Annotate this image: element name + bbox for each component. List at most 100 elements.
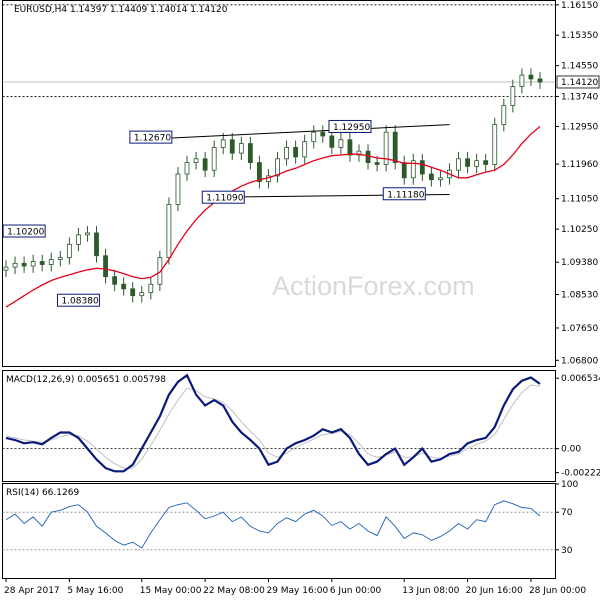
price-ytick-label-6: 1.11050: [561, 195, 598, 205]
macd-ytick-label-0: 0.006534: [561, 374, 600, 384]
price-annotation-label-5: 1.11180: [387, 190, 424, 200]
macd-ytick-label-2: -0.002226: [561, 469, 600, 479]
candle-10: [94, 232, 99, 257]
candle-23: [211, 146, 217, 171]
axis-layer: 1.16150 1.15350 1.14550 1.13740 1.12950 1.119…: [4, 1, 600, 596]
candle-39: [356, 150, 362, 156]
macd-main-line: [5, 373, 541, 473]
candle-7: [66, 243, 72, 259]
price-ytick-label-3: 1.13740: [561, 92, 598, 102]
xtick-label-4: 29 May 16:00: [266, 586, 328, 596]
candle-34: [311, 131, 317, 143]
candle-40: [365, 150, 371, 163]
watermark: ActionForex.com: [272, 271, 475, 301]
xtick-label-8: 28 Jun 00:00: [529, 586, 586, 596]
candle-52: [474, 160, 480, 167]
xtick-label-5: 6 Jun 00:00: [330, 586, 382, 596]
candle-59: [537, 78, 543, 83]
candle-55: [501, 105, 507, 125]
rsi-panel-title: RSI(14) 66.1269: [6, 488, 79, 498]
rsi-ytick-label-0: 100: [561, 480, 578, 490]
price-annotation-box-2: [129, 130, 173, 144]
price-ytick-label-8: 1.09380: [561, 258, 598, 268]
candle-25: [229, 139, 235, 154]
price-annotation-label-1: 1.08380: [61, 297, 98, 307]
candle-33: [302, 141, 308, 158]
candle-54: [492, 124, 498, 165]
candle-50: [456, 158, 461, 171]
candle-9: [85, 232, 90, 236]
price-ytick-label-4: 1.12950: [561, 122, 598, 132]
candle-26: [238, 143, 244, 154]
rsi-panel-frame: [2, 483, 556, 579]
price-panel-frame: [2, 0, 556, 367]
candle-21: [193, 158, 199, 163]
xtick-label-3: 22 May 08:00: [203, 586, 265, 596]
candle-8: [76, 234, 81, 245]
price-ytick-label-10: 1.07650: [561, 324, 598, 334]
price-annotation-box-1: [56, 293, 100, 307]
price-annotation-box-3: [201, 190, 245, 204]
candle-13: [121, 283, 127, 290]
candle-44: [401, 162, 407, 179]
macd-ytick-label-1: 0.00: [561, 445, 581, 455]
macd-signal-line: [5, 384, 541, 469]
xtick-label-0: 28 Apr 2017: [4, 586, 60, 596]
rsi-line: [5, 500, 541, 549]
candle-16: [148, 283, 154, 294]
candle-32: [293, 146, 299, 158]
moving-average-line: [5, 126, 541, 308]
macd-panel-title: MACD(12,26,9) 0.005651 0.005798: [6, 375, 166, 385]
xtick-label-1: 5 May 16:00: [67, 586, 123, 596]
trendline-0: [150, 124, 450, 140]
candle-56: [510, 86, 516, 106]
xtick-label-6: 13 Jun 08:00: [402, 586, 459, 596]
price-annotation-label-2: 1.12670: [134, 134, 171, 144]
candle-35: [320, 131, 326, 137]
candle-28: [257, 162, 262, 182]
price-ytick-label-7: 1.10250: [561, 225, 598, 235]
candle-36: [329, 135, 335, 148]
rsi-ytick-label-2: 30: [561, 546, 573, 556]
candle-22: [202, 158, 208, 171]
current-price-box: [556, 75, 600, 89]
price-annotation-label-0: 1.10200: [7, 228, 44, 238]
rsi-ytick-label-1: 70: [561, 508, 573, 518]
macd-layer: [2, 373, 556, 473]
candle-20: [184, 162, 190, 175]
candle-14: [130, 288, 136, 297]
price-layer: 1.10200 1.08380 1.12670 1.11090 1.12950 1.111…: [2, 4, 556, 308]
candle-30: [275, 158, 280, 177]
candle-2: [21, 262, 27, 267]
candle-17: [157, 257, 163, 285]
price-ytick-label-5: 1.11960: [561, 160, 598, 170]
candle-15: [139, 292, 145, 297]
price-ytick-label-0: 1.16150: [561, 1, 598, 11]
candle-42: [383, 131, 389, 165]
price-annotation-box-0: [2, 224, 46, 238]
price-annotation-label-3: 1.11090: [206, 194, 243, 204]
candle-4: [39, 261, 45, 265]
price-ytick-label-11: 1.06800: [561, 356, 598, 366]
candle-57: [519, 74, 525, 87]
price-annotation-box-4: [328, 119, 372, 133]
candle-46: [419, 160, 425, 175]
macd-panel-frame: [2, 370, 556, 482]
candle-24: [220, 139, 226, 148]
candle-5: [48, 259, 54, 265]
candle-19: [175, 173, 181, 205]
candle-3: [30, 261, 36, 267]
candle-12: [112, 276, 118, 285]
candle-18: [166, 204, 172, 259]
price-ytick-label-2: 1.14550: [561, 62, 598, 72]
candle-6: [57, 257, 63, 260]
candle-37: [338, 139, 344, 148]
xtick-label-7: 20 Jun 16:00: [466, 586, 523, 596]
price-annotation-label-4: 1.12950: [333, 123, 370, 133]
candle-45: [410, 160, 416, 179]
price-annotation-box-5: [382, 187, 426, 201]
candle-51: [465, 158, 470, 167]
candle-58: [528, 74, 534, 80]
candle-43: [392, 131, 398, 163]
